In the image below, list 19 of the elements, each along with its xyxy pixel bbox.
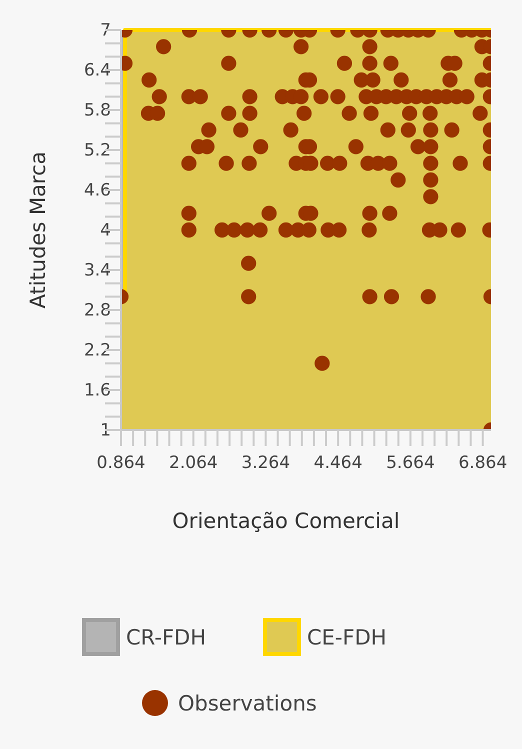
x-tick-label: 2.064 (169, 453, 218, 474)
y-tick-label: 6.4 (84, 60, 111, 80)
x-tick-label: 6.864 (458, 453, 508, 474)
x-axis-title: Orientação Comercial (172, 509, 400, 533)
y-tick-label: 4.6 (84, 180, 111, 200)
x-tick-label: 5.664 (386, 453, 435, 474)
legend-label: Observations (178, 691, 317, 716)
x-tick-label: 3.264 (241, 453, 290, 474)
y-tick-label: 5.2 (84, 140, 111, 160)
legend-label: CR-FDH (126, 625, 206, 650)
legend-label: CE-FDH (307, 625, 387, 650)
y-tick-label: 5.8 (84, 100, 111, 120)
y-tick-label: 2.8 (84, 300, 111, 320)
y-tick-label: 3.4 (84, 260, 111, 280)
y-tick-label: 2.2 (84, 340, 111, 360)
x-tick-label: 0.864 (96, 453, 146, 474)
y-tick-label: 1.6 (84, 380, 111, 400)
y-axis-title: Atitudes Marca (26, 151, 50, 309)
x-tick-label: 4.464 (314, 453, 362, 474)
